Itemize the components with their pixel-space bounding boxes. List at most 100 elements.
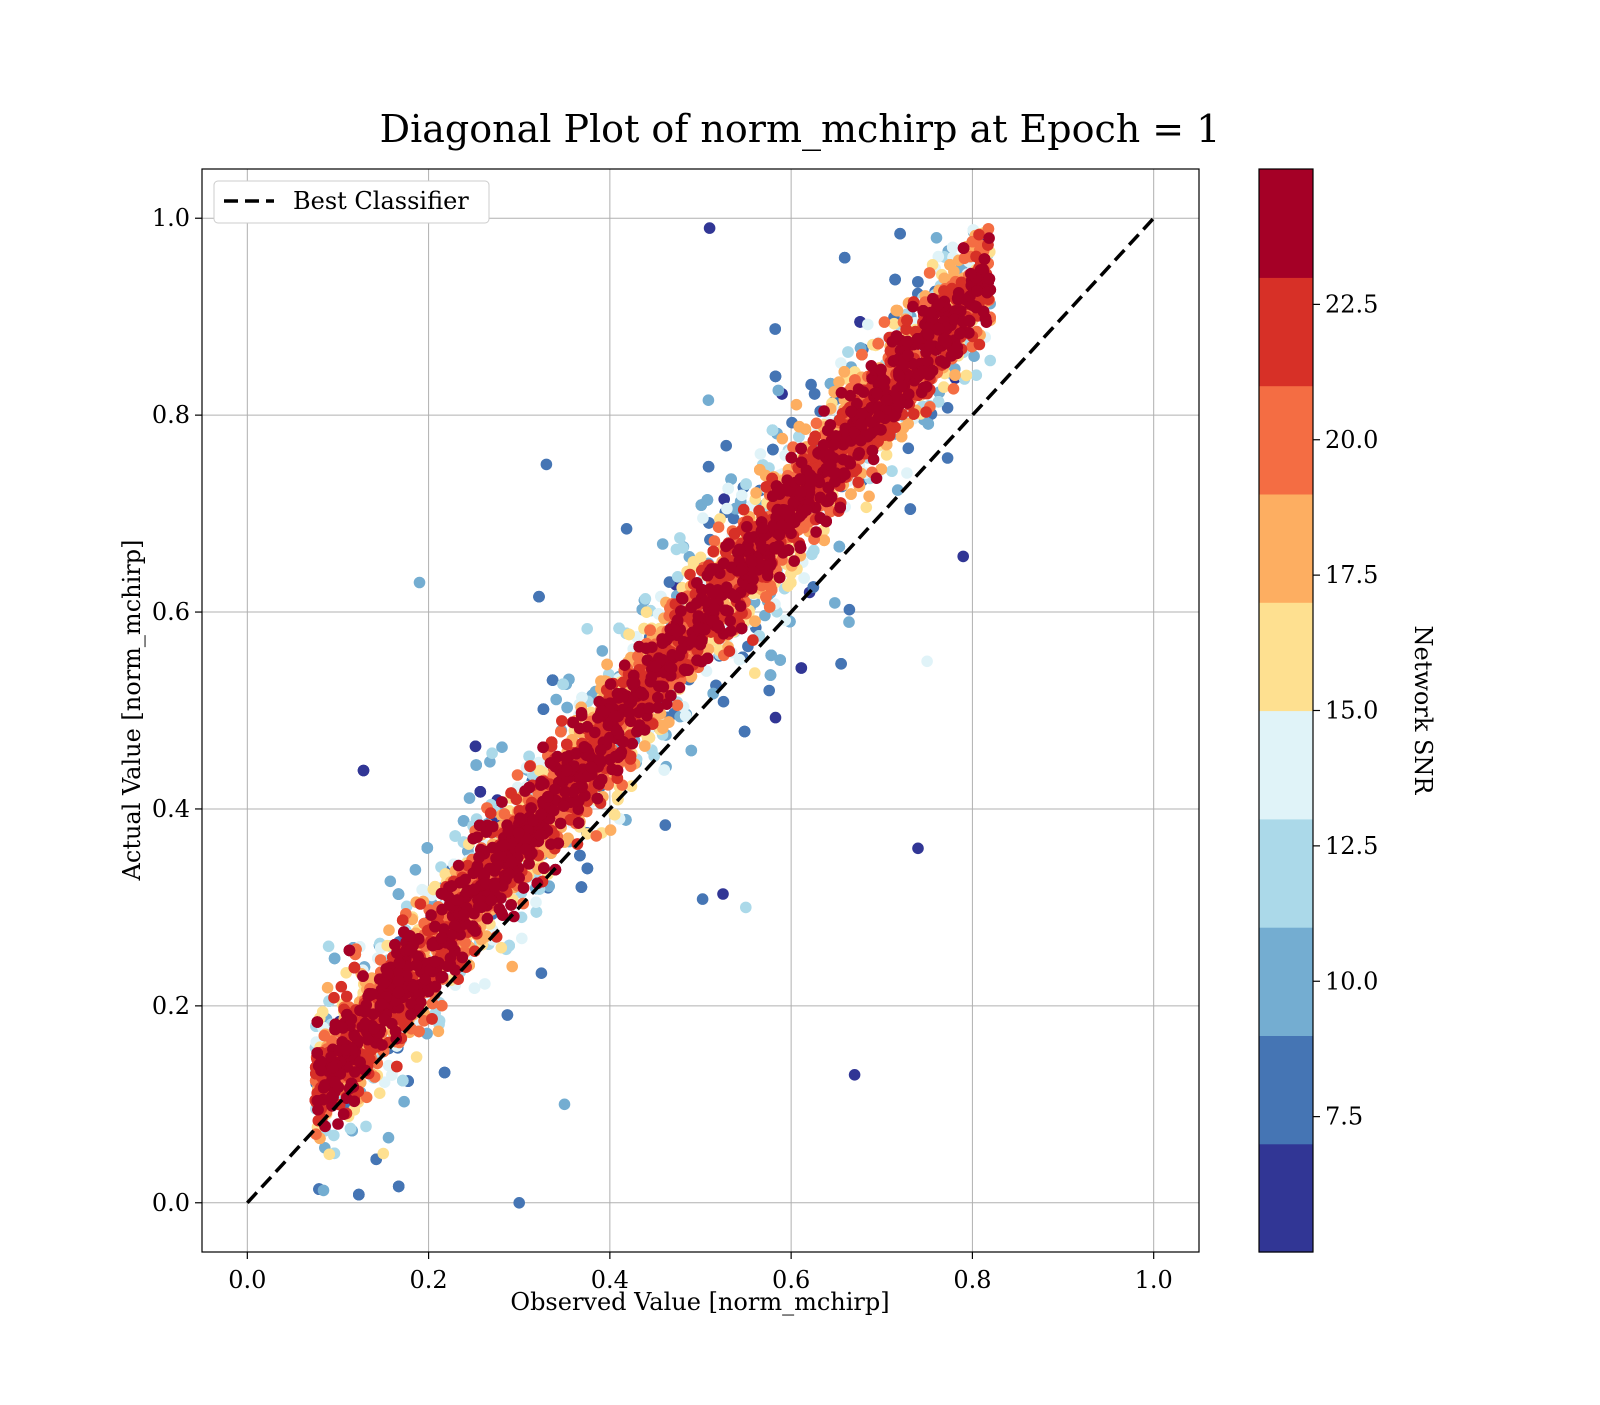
data-point xyxy=(506,961,518,973)
data-point xyxy=(639,740,651,752)
data-point xyxy=(547,674,559,686)
data-point xyxy=(921,656,933,668)
data-point xyxy=(755,448,767,460)
data-point xyxy=(475,786,487,798)
data-point xyxy=(697,893,709,905)
data-point xyxy=(862,319,874,331)
data-point xyxy=(360,1121,372,1133)
data-point xyxy=(541,459,553,471)
data-point xyxy=(353,1189,365,1201)
data-point xyxy=(769,323,781,335)
data-point xyxy=(502,1009,514,1021)
data-point xyxy=(740,902,752,914)
data-point xyxy=(763,685,775,697)
data-point xyxy=(722,483,734,495)
data-point xyxy=(383,924,395,936)
data-point xyxy=(872,338,884,350)
data-point xyxy=(385,876,397,888)
data-point xyxy=(718,696,730,708)
data-point xyxy=(433,1026,445,1038)
data-point xyxy=(717,888,729,900)
data-point xyxy=(671,544,683,556)
data-point xyxy=(764,601,776,613)
data-point xyxy=(949,369,961,381)
data-point xyxy=(559,1099,571,1111)
data-point xyxy=(734,654,746,666)
data-point xyxy=(597,645,609,657)
data-point xyxy=(765,669,777,681)
data-point xyxy=(713,521,725,533)
data-point xyxy=(411,1051,423,1063)
data-point xyxy=(555,726,567,738)
data-point xyxy=(329,953,341,965)
data-point xyxy=(393,1181,405,1193)
data-point xyxy=(720,440,732,452)
data-point xyxy=(702,494,714,506)
data-point xyxy=(470,759,482,771)
data-point xyxy=(892,305,904,317)
data-point xyxy=(957,551,969,563)
data-point xyxy=(601,659,613,671)
data-point xyxy=(736,490,748,502)
data-point xyxy=(663,716,675,728)
data-point xyxy=(903,443,915,455)
data-point xyxy=(942,452,954,464)
data-point xyxy=(621,523,633,535)
data-point xyxy=(640,593,652,605)
data-point xyxy=(479,978,491,990)
data-point xyxy=(894,228,906,240)
data-point xyxy=(931,232,943,244)
data-point xyxy=(416,884,428,896)
data-point xyxy=(324,1149,336,1161)
data-point xyxy=(843,616,855,628)
data-point xyxy=(796,662,808,674)
data-point xyxy=(464,792,476,804)
data-point xyxy=(393,888,405,900)
data-point xyxy=(879,316,891,328)
data-point xyxy=(845,488,857,500)
data-point xyxy=(533,591,545,603)
data-point xyxy=(581,623,593,635)
data-point xyxy=(923,418,935,430)
data-point xyxy=(886,465,898,477)
data-point xyxy=(660,819,672,831)
data-point xyxy=(496,741,508,753)
data-point xyxy=(516,933,528,945)
data-point xyxy=(834,541,846,553)
data-point xyxy=(833,376,845,388)
data-point xyxy=(749,615,761,627)
data-point xyxy=(791,399,803,411)
data-point xyxy=(469,982,481,994)
data-point xyxy=(605,824,617,836)
data-point xyxy=(749,667,761,679)
data-point xyxy=(773,385,785,397)
data-point xyxy=(318,1185,330,1197)
data-point xyxy=(486,747,498,759)
data-point xyxy=(861,502,873,514)
data-point xyxy=(782,580,794,592)
data-point xyxy=(739,726,751,738)
data-point xyxy=(971,369,983,381)
data-point xyxy=(905,503,917,515)
data-point xyxy=(818,535,830,547)
data-point xyxy=(760,591,772,603)
data-point xyxy=(345,1123,357,1135)
data-point xyxy=(961,370,973,382)
data-point xyxy=(777,433,789,445)
data-point xyxy=(557,678,569,690)
data-point xyxy=(839,366,851,378)
data-point xyxy=(984,355,996,367)
data-point xyxy=(770,371,782,383)
data-point xyxy=(707,688,719,700)
data-point xyxy=(398,1096,410,1108)
data-point xyxy=(697,512,709,524)
chart-title: Diagonal Plot of norm_mchirp at Epoch = … xyxy=(380,107,1221,152)
data-point xyxy=(889,274,901,286)
data-point xyxy=(623,629,635,641)
data-point xyxy=(881,449,893,461)
data-points xyxy=(310,222,997,1208)
data-point xyxy=(383,1132,395,1144)
data-point xyxy=(538,703,550,715)
